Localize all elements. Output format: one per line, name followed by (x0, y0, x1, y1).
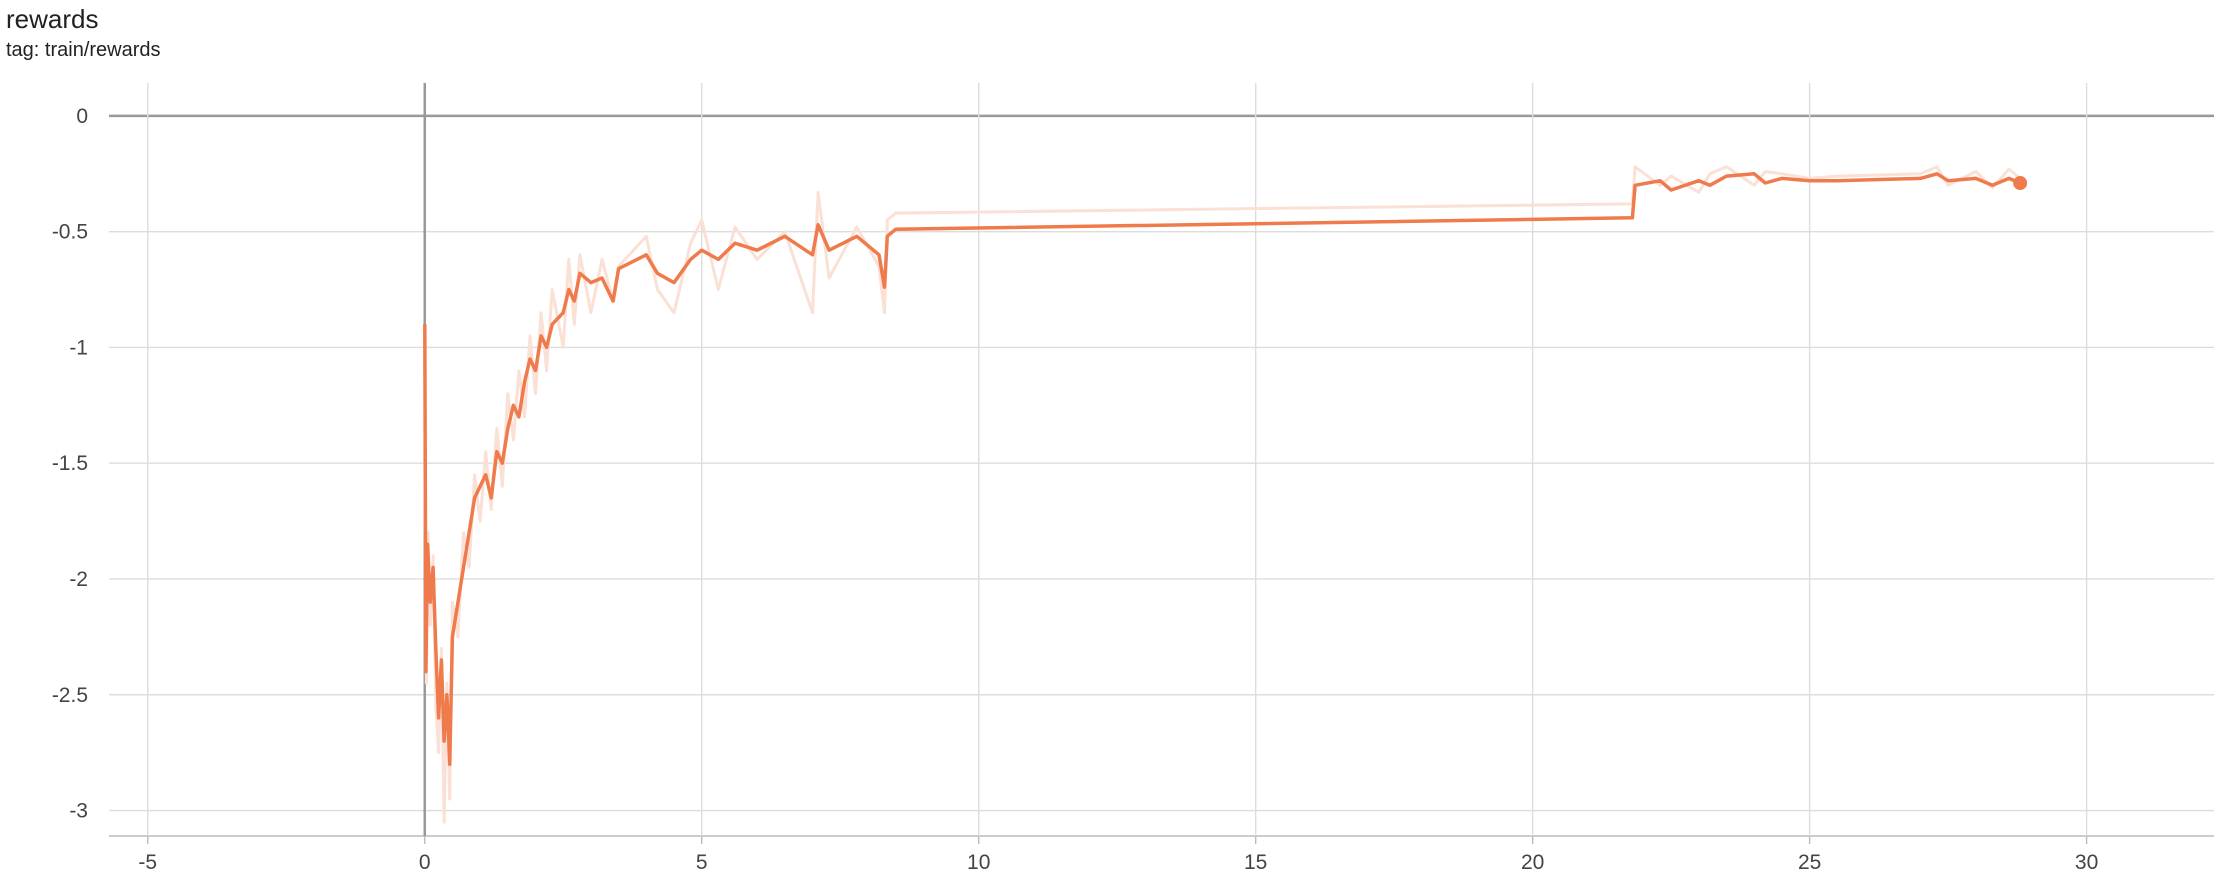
y-tick-label: 0 (76, 105, 88, 128)
y-tick-label: -2.5 (52, 684, 88, 707)
y-tick-label: -1.5 (52, 452, 88, 475)
y-tick-label: -0.5 (52, 221, 88, 244)
x-tick-label: 15 (1244, 851, 1267, 874)
x-tick-label: -5 (138, 851, 157, 874)
x-tick-label: 5 (696, 851, 708, 874)
x-tick-label: 25 (1798, 851, 1821, 874)
x-tick-label: 0 (419, 851, 431, 874)
chart-title: rewards (6, 4, 98, 34)
series-line (423, 172, 2021, 766)
y-tick-label: -3 (69, 800, 88, 823)
x-tick-label: 20 (1521, 851, 1544, 874)
y-tick-label: -1 (69, 336, 88, 359)
y-tick-label: -2 (69, 568, 88, 591)
chart-subtitle: tag: train/rewards (6, 39, 161, 61)
series-line (423, 165, 2022, 824)
x-tick-label: 10 (967, 851, 990, 874)
x-tick-label: 30 (2075, 851, 2098, 874)
end-point (2013, 176, 2028, 191)
